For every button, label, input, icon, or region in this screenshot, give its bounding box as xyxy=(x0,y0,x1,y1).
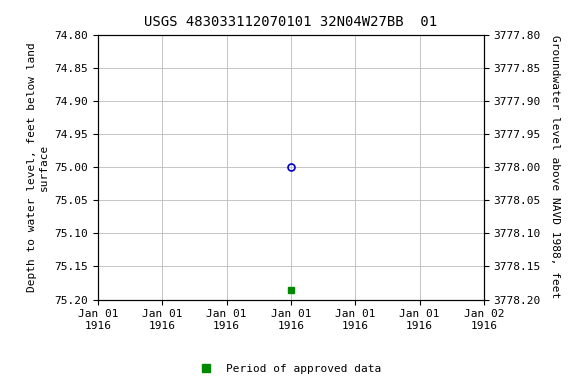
Title: USGS 483033112070101 32N04W27BB  01: USGS 483033112070101 32N04W27BB 01 xyxy=(145,15,437,29)
Y-axis label: Groundwater level above NAVD 1988, feet: Groundwater level above NAVD 1988, feet xyxy=(550,35,560,299)
Y-axis label: Depth to water level, feet below land
surface: Depth to water level, feet below land su… xyxy=(27,42,49,292)
Legend: Period of approved data: Period of approved data xyxy=(191,359,385,379)
